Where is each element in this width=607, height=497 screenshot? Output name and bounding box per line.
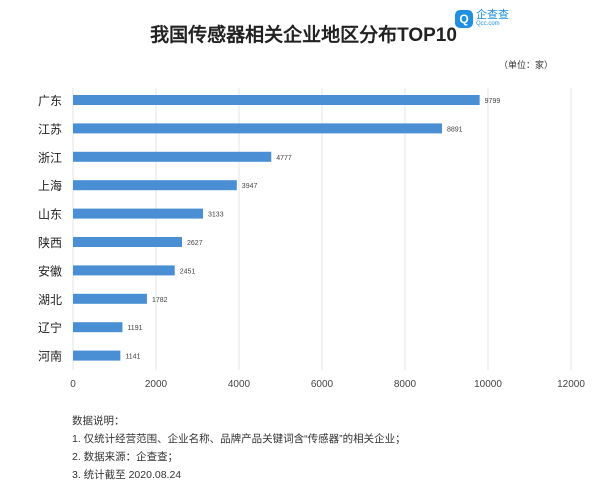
data-label: 1782 <box>152 297 168 304</box>
x-tick-label: 0 <box>70 379 76 390</box>
data-label: 4777 <box>276 155 292 162</box>
x-tick-label: 10000 <box>474 379 502 390</box>
x-tick-label: 8000 <box>394 379 417 390</box>
data-label: 1191 <box>127 325 142 332</box>
category-label: 广东 <box>38 94 62 108</box>
data-label: 9799 <box>485 98 501 105</box>
bar <box>73 350 121 361</box>
bar <box>73 95 480 105</box>
category-label: 湖北 <box>38 292 62 307</box>
note-item: 3. 统计截至 2020.08.24 <box>72 469 182 481</box>
x-tick-label: 12000 <box>557 379 585 390</box>
bar <box>73 123 442 134</box>
bar <box>73 322 123 333</box>
data-notes: 数据说明： 1. 仅统计经营范围、企业名称、品牌产品关键词含“传感器”的相关企业… <box>72 412 406 484</box>
note-item: 1. 仅统计经营范围、企业名称、品牌产品关键词含“传感器”的相关企业； <box>72 433 406 445</box>
x-tick-label: 2000 <box>145 379 168 390</box>
category-label: 安徽 <box>38 263 62 278</box>
x-tick-label: 4000 <box>228 379 251 390</box>
data-label: 2627 <box>187 240 203 247</box>
bar <box>73 265 175 276</box>
bar <box>73 151 272 162</box>
unit-label: （单位：家） <box>498 60 553 70</box>
category-label: 江苏 <box>38 122 62 136</box>
data-label: 3133 <box>208 212 224 219</box>
data-label: 1141 <box>125 354 140 361</box>
category-label: 辽宁 <box>38 320 62 335</box>
qcc-logo: Q 企查查 Qcc.com <box>455 10 509 28</box>
x-tick-label: 6000 <box>311 379 334 390</box>
logo-domain: Qcc.com <box>476 21 500 27</box>
bar <box>73 237 183 247</box>
data-label: 3947 <box>242 183 258 190</box>
logo-icon: Q <box>455 10 473 28</box>
bar <box>73 208 204 219</box>
category-label: 山东 <box>38 208 62 222</box>
notes-heading: 数据说明： <box>72 415 125 427</box>
category-label: 上海 <box>38 178 62 193</box>
category-label: 河南 <box>38 349 62 364</box>
note-item: 2. 数据来源：企查查； <box>72 451 179 463</box>
bar <box>73 293 147 304</box>
category-label: 浙江 <box>38 151 62 165</box>
data-label: 8891 <box>447 126 463 133</box>
bar <box>73 180 237 191</box>
category-label: 陕西 <box>38 235 62 250</box>
logo-name: 企查查 <box>476 9 509 21</box>
chart-title: 我国传感器相关企业地区分布TOP10 <box>150 25 457 46</box>
data-label: 2451 <box>180 268 196 275</box>
